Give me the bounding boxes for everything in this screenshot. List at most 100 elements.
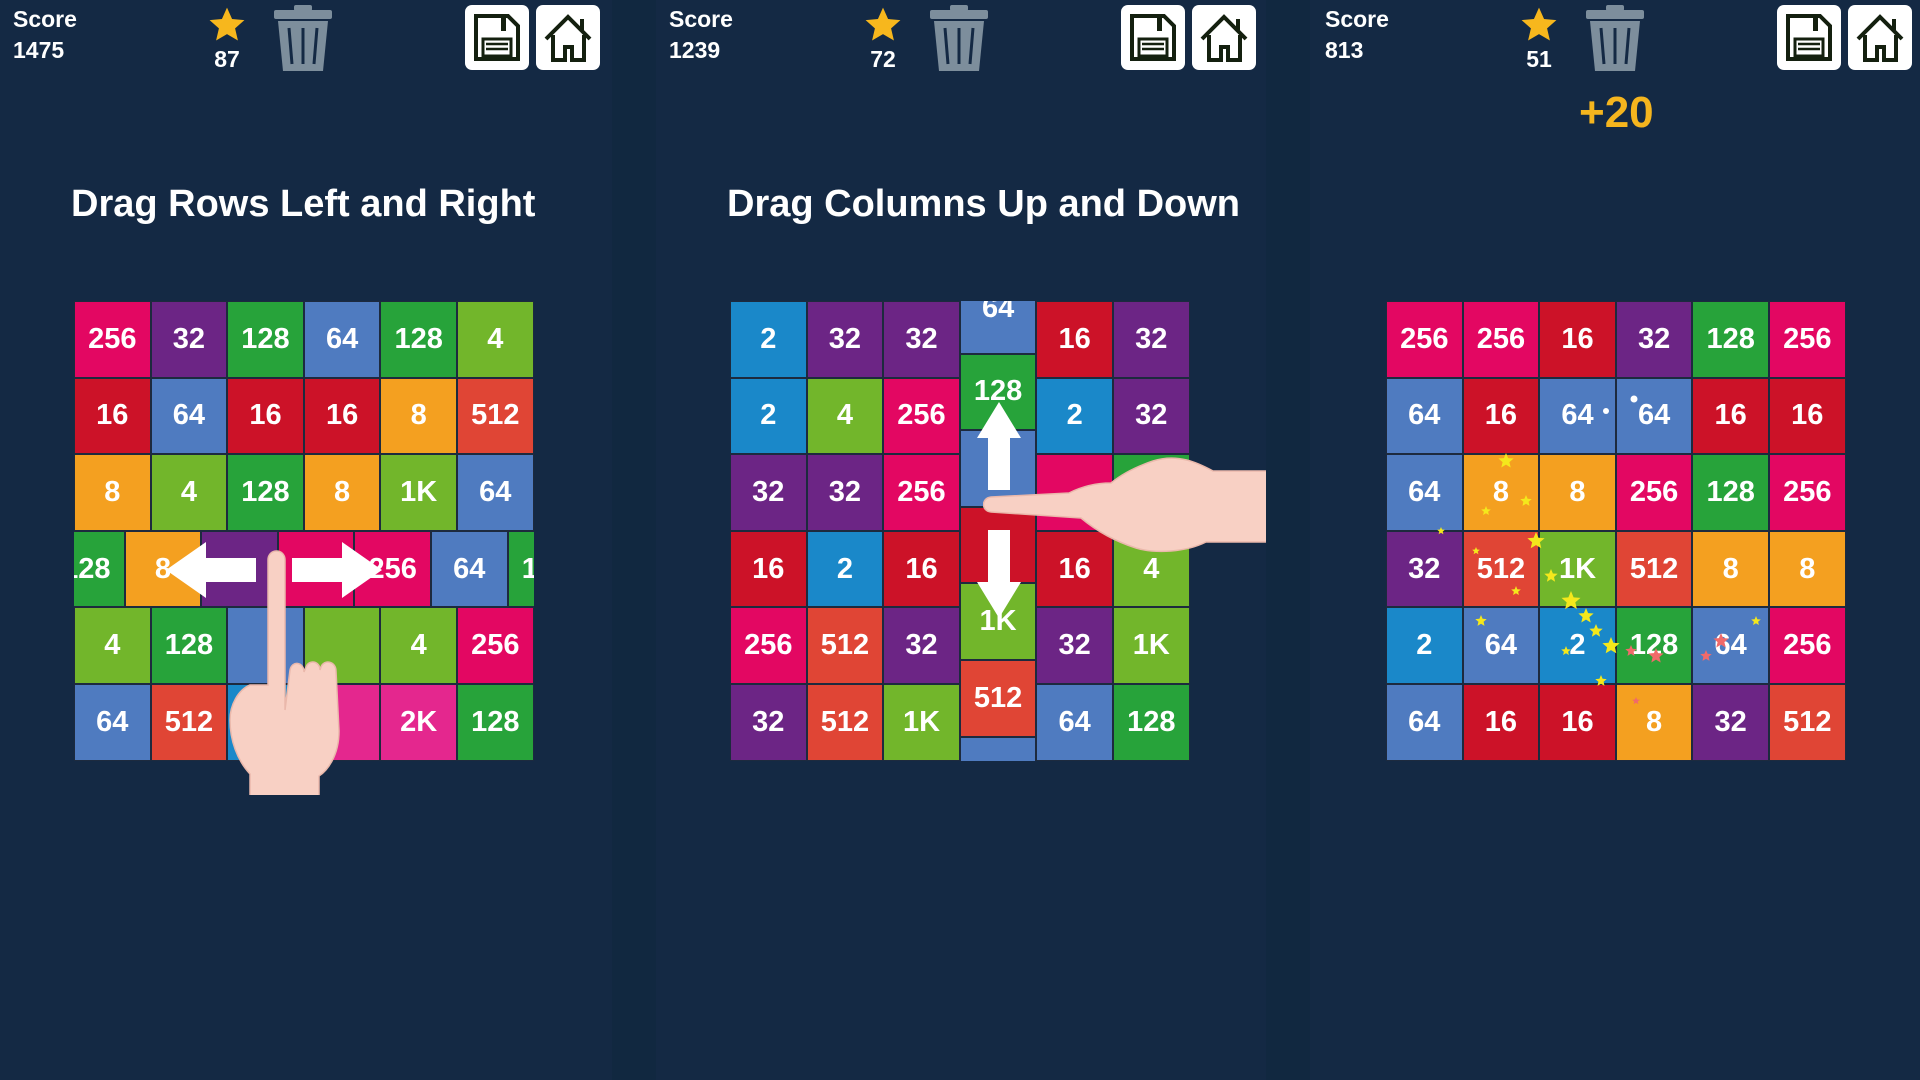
tile[interactable]: 8 [1462,454,1540,531]
tile[interactable]: 64 [1386,454,1463,531]
tile[interactable]: 64 [1386,684,1463,761]
tile[interactable]: 256 [730,607,807,684]
tile[interactable]: 256 [1462,301,1540,378]
tile[interactable]: 128 [380,301,457,378]
tile[interactable] [227,684,304,761]
tile[interactable]: 64 [1036,684,1113,761]
tile[interactable]: 2 [730,301,807,378]
tile[interactable]: 1K [380,454,457,531]
tile[interactable]: 1K [1539,530,1616,608]
tile[interactable]: 256 [1615,454,1693,531]
tile[interactable]: 128 [959,353,1037,431]
tile[interactable]: 64 [1386,377,1463,455]
tile[interactable]: 32 [1615,301,1693,378]
trash-icon[interactable] [272,4,334,72]
tile[interactable]: 4 [380,607,457,684]
tile[interactable]: 512 [806,684,884,761]
tile[interactable]: 256 [1769,607,1846,684]
tile[interactable] [1036,454,1113,531]
tile[interactable]: 16 [74,377,151,455]
tile[interactable]: 128 [457,684,534,761]
game-grid[interactable]: 2 32 32 64 16 32 2 4 256 128 2 32 32 32 256 16 2 16 16 4 256… [730,301,1190,761]
tile[interactable]: 256 [1386,301,1463,378]
tile[interactable]: 32 [806,454,884,531]
tile[interactable]: 256 [457,607,534,684]
tile[interactable] [959,736,1037,761]
tile[interactable]: 16 [1462,377,1540,455]
save-button[interactable] [1121,5,1185,70]
tile[interactable]: 32 [883,301,960,378]
tile[interactable]: 16 [1036,301,1113,378]
tile[interactable]: 512 [1615,530,1693,608]
home-button[interactable] [1192,5,1256,70]
tile[interactable]: 64 [1615,377,1693,455]
tile[interactable]: 256 [354,530,431,608]
tile[interactable]: 16 [303,377,381,455]
tile[interactable]: 64 [303,301,381,378]
tile[interactable]: 64 [74,684,151,761]
tile[interactable]: 256 [883,454,960,531]
tile[interactable]: 32 [1386,530,1463,608]
tile[interactable]: 32 [883,607,960,684]
tile[interactable] [303,607,381,684]
tile[interactable]: 128 [227,301,304,378]
tile[interactable]: 16 [1462,684,1540,761]
tile[interactable]: 2 [1036,377,1113,455]
tile[interactable]: 128 [227,454,304,531]
tile[interactable]: 512 [150,684,228,761]
trash-icon[interactable] [1584,4,1646,72]
tile[interactable]: 16 [1769,377,1846,455]
tile[interactable]: 4 [1113,530,1190,608]
tile[interactable]: 32 [1692,684,1769,761]
tile[interactable]: 256 [1769,301,1846,378]
tile[interactable]: 32 [730,684,807,761]
tile[interactable]: 2 [1386,607,1463,684]
tile[interactable] [277,530,355,608]
tile[interactable]: 8 [1692,530,1769,608]
tile[interactable]: 512 [806,607,884,684]
tile[interactable]: 4 [806,377,884,455]
tile[interactable] [201,530,278,608]
tile[interactable]: 1K [883,684,960,761]
tile[interactable]: 512 [959,660,1037,737]
tile[interactable]: 128 [1692,301,1769,378]
tile[interactable]: 16 [883,530,960,608]
tile[interactable]: 64 [1692,607,1769,684]
save-button[interactable] [1777,5,1841,70]
tile[interactable]: 32 [1036,607,1113,684]
tile[interactable]: 8 [1769,530,1846,608]
tile[interactable]: 2K [380,684,457,761]
save-button[interactable] [465,5,529,70]
tile[interactable]: 16 [1692,377,1769,455]
tile[interactable] [227,607,304,684]
tile[interactable]: 4 [74,607,151,684]
tile[interactable]: 128 [1113,684,1190,761]
tile[interactable]: 256 [74,301,151,378]
tile[interactable]: 256 [883,377,960,455]
tile[interactable]: 128 [74,530,125,608]
tile[interactable]: 16 [730,530,807,608]
tile[interactable]: 512 [457,377,534,455]
tile[interactable]: 64 [457,454,534,531]
tile[interactable]: 64 [959,301,1037,354]
tile[interactable]: 256 [1769,454,1846,531]
tile[interactable]: 32 [1113,377,1190,455]
game-grid[interactable]: 256 256 16 32 128 256 64 16 64 64 16 16 64 8 8 256 128 25… [1386,301,1846,761]
tile[interactable]: 8 [1539,454,1616,531]
tile[interactable] [959,430,1037,507]
tile[interactable]: 512 [1462,530,1540,608]
tile[interactable]: 128 [1615,607,1693,684]
home-button[interactable] [1848,5,1912,70]
tile[interactable]: 16 [227,377,304,455]
tile[interactable]: 4 [150,454,228,531]
trash-icon[interactable] [928,4,990,72]
tile[interactable]: 16 [1539,301,1616,378]
tile[interactable]: 128 [507,530,534,608]
tile[interactable]: 16 [1036,530,1113,608]
tile[interactable]: 1K [1113,607,1190,684]
tile[interactable]: 32 [806,301,884,378]
tile[interactable]: 2 [730,377,807,455]
tile[interactable]: 64 [431,530,508,608]
tile[interactable] [959,506,1037,584]
tile[interactable]: 16 [1539,684,1616,761]
